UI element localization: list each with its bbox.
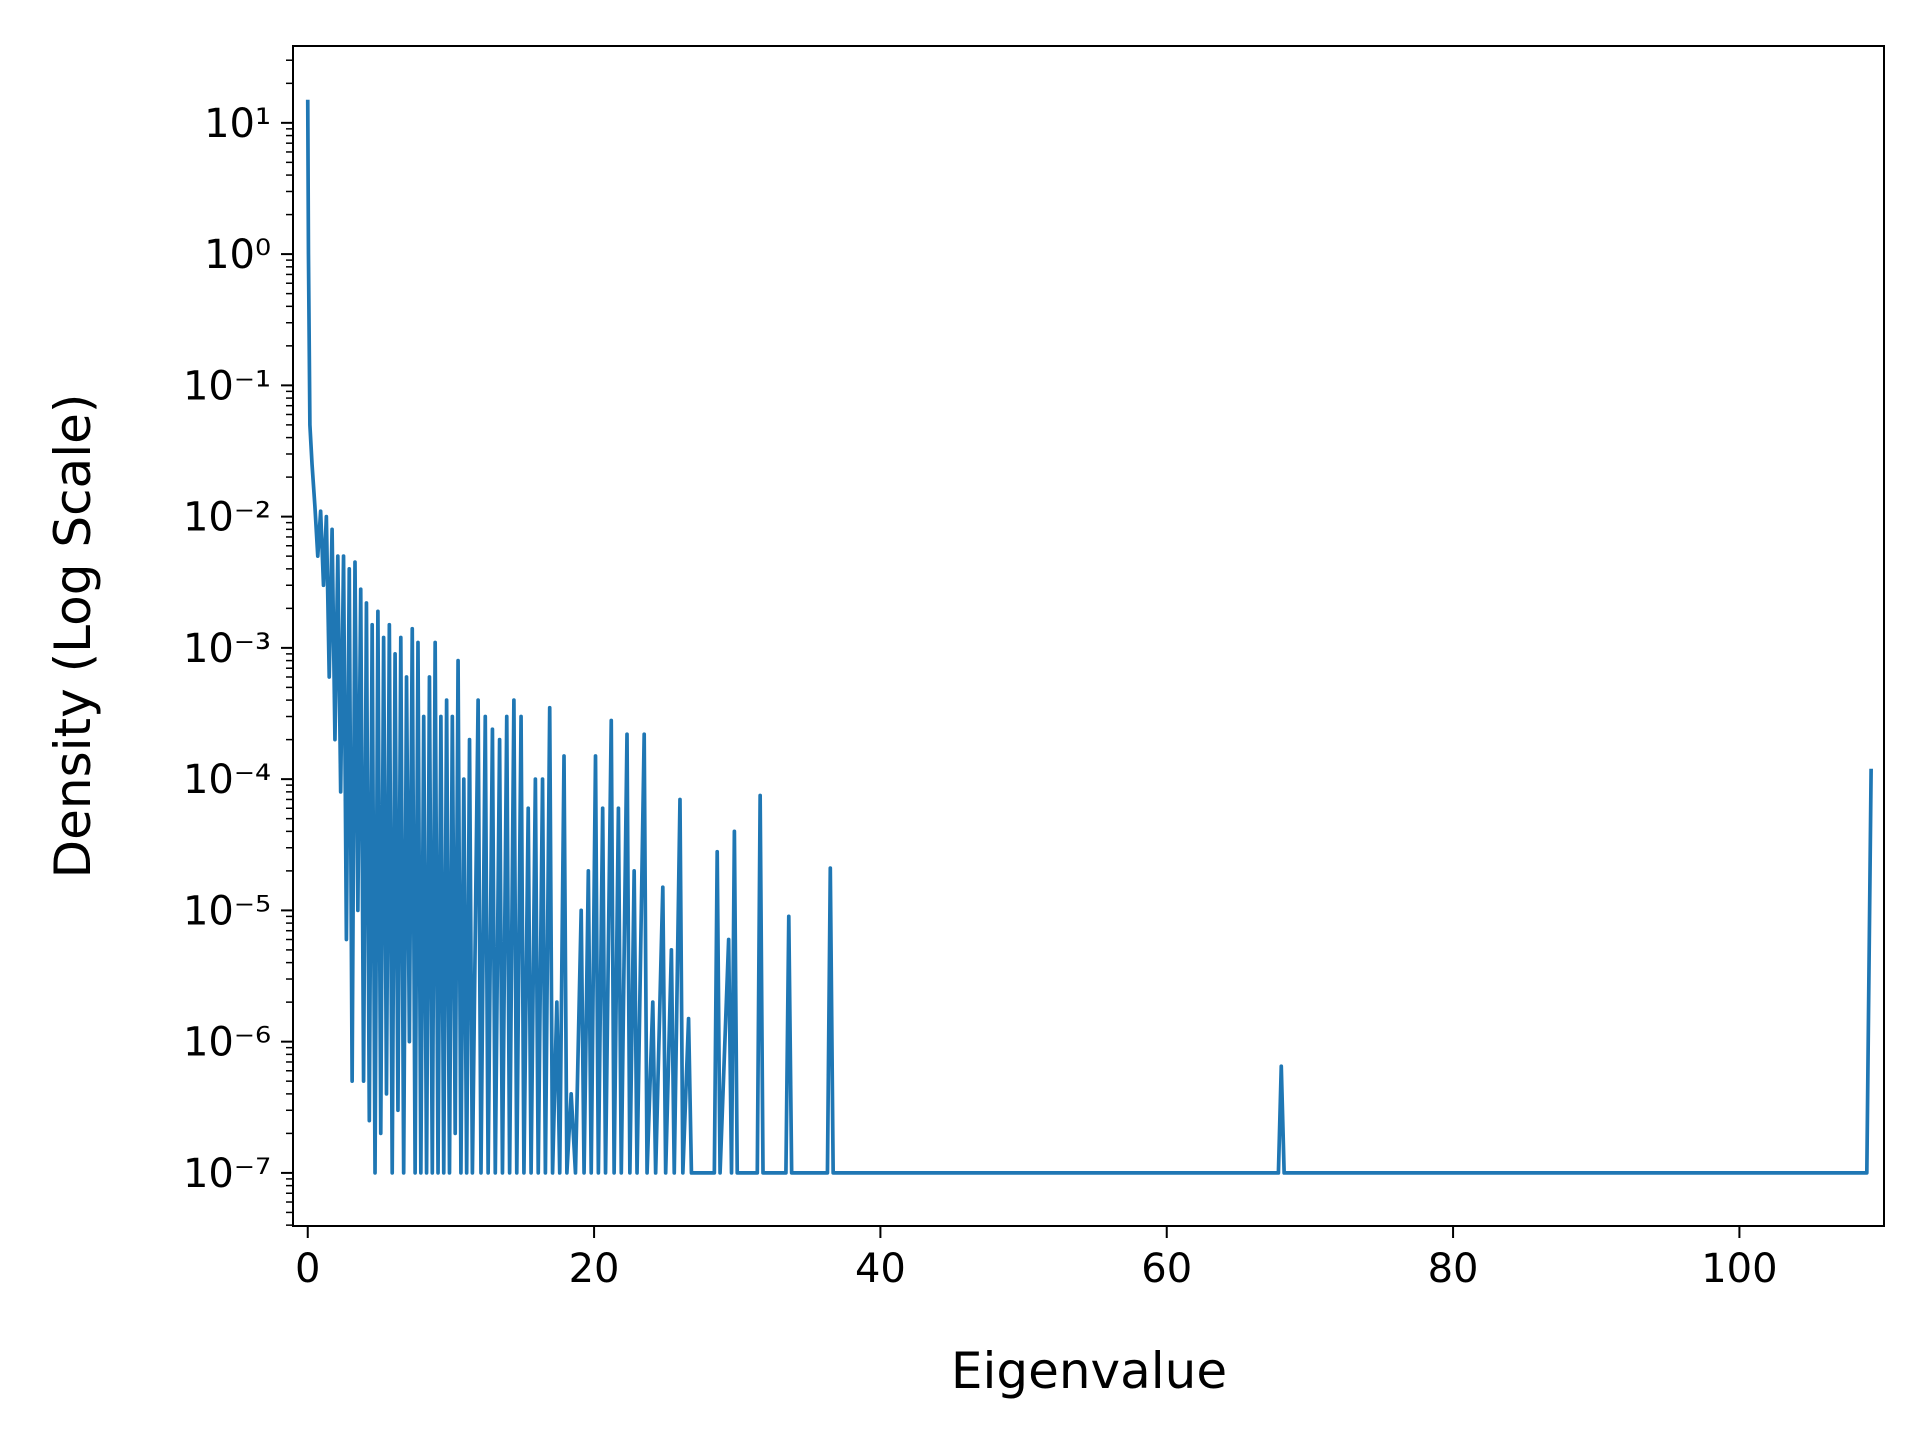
y-tick-label: 10⁻⁶ (183, 1020, 271, 1066)
x-axis-label: Eigenvalue (951, 1342, 1227, 1400)
y-tick-label: 10⁻⁵ (183, 888, 271, 934)
y-tick-label: 10⁻³ (183, 626, 271, 672)
data-line (305, 99, 1873, 1175)
y-tick-label: 10⁻² (183, 495, 271, 541)
x-tick-label: 80 (1428, 1246, 1479, 1292)
y-tick-label: 10⁻⁴ (183, 757, 271, 803)
x-tick-label: 0 (295, 1246, 320, 1292)
y-tick-label: 10⁻¹ (183, 363, 271, 409)
x-tick-label: 40 (855, 1246, 906, 1292)
y-tick-label: 10¹ (204, 101, 271, 147)
x-tick-label: 60 (1141, 1246, 1192, 1292)
x-tick-label: 20 (569, 1246, 620, 1292)
plot-frame (292, 45, 1885, 1227)
y-tick-label: 10⁰ (204, 232, 271, 278)
x-tick-label: 100 (1701, 1246, 1777, 1292)
y-tick-label: 10⁻⁷ (183, 1151, 271, 1197)
y-axis-label: Density (Log Scale) (44, 394, 102, 879)
